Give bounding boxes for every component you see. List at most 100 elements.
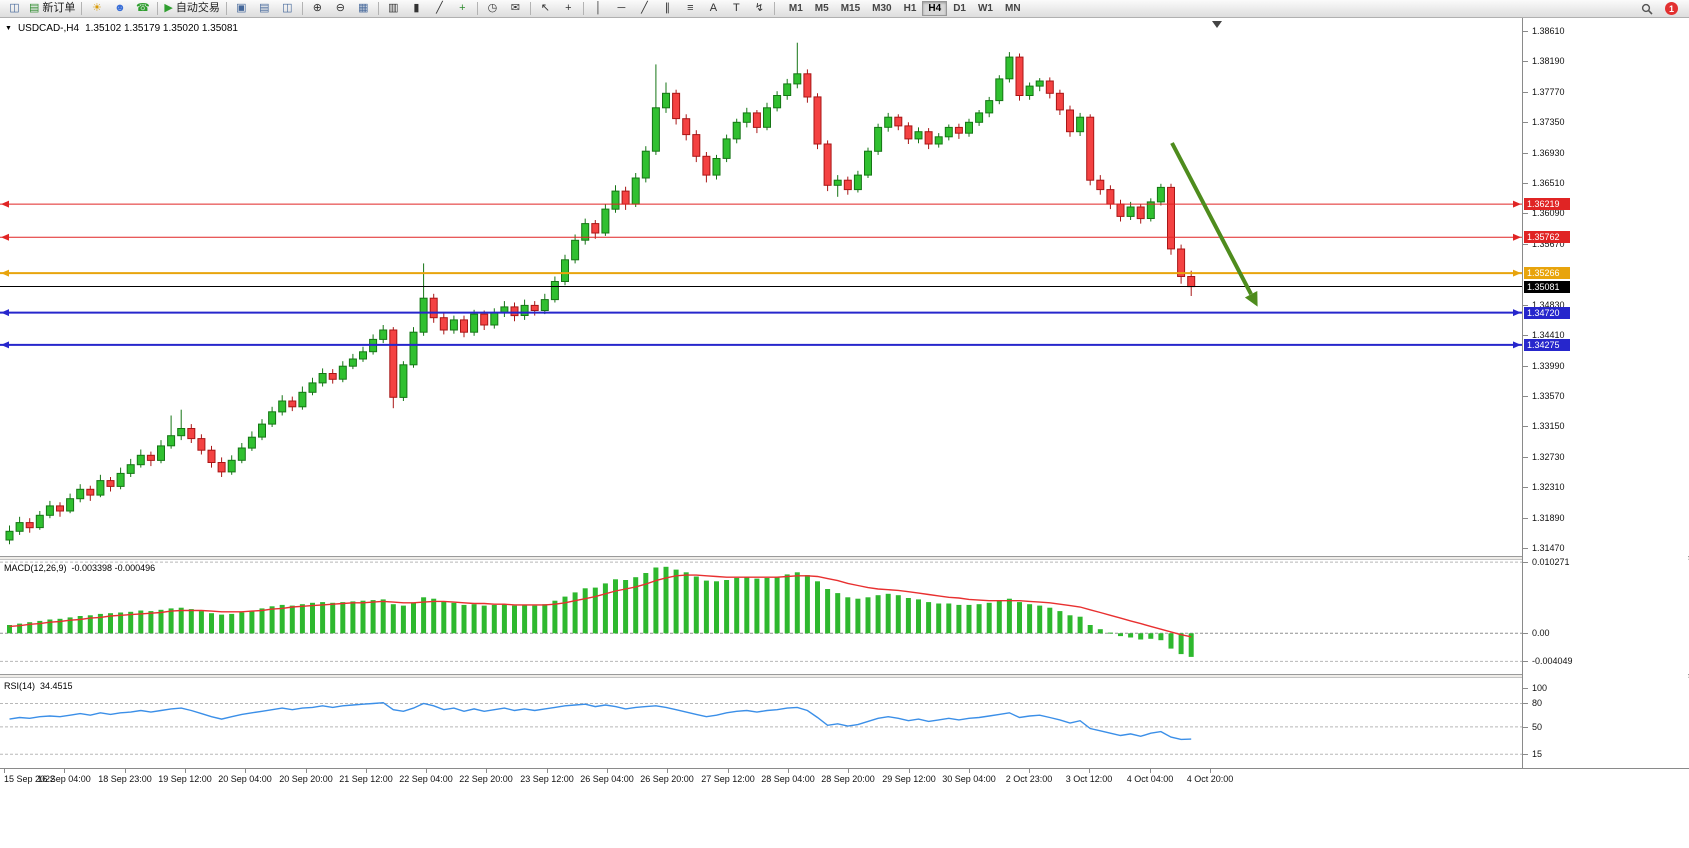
macd-histogram-bar: [1087, 625, 1093, 634]
rsi-panel[interactable]: [0, 678, 1522, 768]
tile-horizontal-button[interactable]: ▤: [253, 0, 276, 18]
add-indicator-icon: +: [459, 2, 466, 14]
chart-window: ▼ USDCAD-,H4 1.35102 1.35179 1.35020 1.3…: [0, 18, 1689, 791]
price-axis[interactable]: 1.36219 1.35762 1.35266 1.35081 1.34720 1.342…: [1522, 18, 1688, 768]
timeframe-m5[interactable]: M5: [814, 3, 829, 14]
macd-histogram-bar: [996, 600, 1002, 634]
candle: [1076, 116, 1085, 133]
candle: [1156, 186, 1165, 203]
level-right-arrow-icon: [1513, 309, 1521, 317]
profile-button[interactable]: ☻: [108, 0, 131, 18]
main-price-chart[interactable]: [0, 18, 1522, 556]
candle: [460, 319, 468, 333]
candlestick-chart-button[interactable]: ▮: [405, 0, 428, 18]
mail-button[interactable]: ✉: [504, 0, 527, 18]
candle: [581, 223, 590, 241]
time-axis-label: 19 Sep 12:00: [158, 774, 212, 784]
favorites-button[interactable]: ☀: [85, 0, 108, 18]
trend-arrow-annotation[interactable]: [1170, 142, 1253, 296]
timeframe-m1[interactable]: M1: [788, 3, 803, 14]
support-button[interactable]: ☎: [131, 0, 154, 18]
cascade-windows-button[interactable]: ▣: [230, 0, 253, 18]
macd-histogram-bar: [562, 596, 568, 634]
autotrade-button[interactable]: ▶ 自动交易: [161, 0, 222, 18]
rsi-tick-label: 100: [1532, 683, 1548, 693]
macd-name-label: MACD(12,26,9): [4, 563, 67, 573]
candle: [288, 400, 297, 408]
horizontal-line-icon: ─: [617, 2, 626, 14]
time-tick: [547, 769, 548, 773]
macd-histogram-bar: [734, 577, 740, 634]
trendline-button[interactable]: ╱: [633, 0, 656, 18]
macd-histogram-bar: [380, 599, 386, 634]
time-tick: [1029, 769, 1030, 773]
candle: [621, 190, 630, 205]
vertical-line-button[interactable]: │: [587, 0, 610, 18]
tile-vertical-button[interactable]: ◫: [276, 0, 299, 18]
add-indicator-button[interactable]: +: [451, 0, 474, 18]
macd-histogram-bar: [542, 604, 548, 634]
timeframe-m30[interactable]: M30: [872, 3, 892, 14]
crosshair-button[interactable]: +: [557, 0, 580, 18]
notification-badge[interactable]: 1: [1665, 2, 1678, 15]
macd-histogram-bar: [1188, 633, 1194, 657]
candle: [763, 107, 771, 128]
time-tick: [4, 769, 5, 773]
cascade-windows-icon: ▣: [236, 2, 247, 14]
line-chart-button[interactable]: ╱: [428, 0, 451, 18]
price-tick-label: 1.37770: [1532, 87, 1565, 97]
macd-histogram-bar: [643, 573, 649, 634]
label-button[interactable]: T: [725, 0, 748, 18]
price-tick-label: 1.38190: [1532, 56, 1565, 66]
text-button[interactable]: A: [702, 0, 725, 18]
price-tick-label: 1.33990: [1532, 361, 1565, 371]
candle: [651, 107, 660, 152]
time-tick: [64, 769, 65, 773]
macd-histogram-bar: [390, 604, 396, 634]
arrows-button[interactable]: ↯: [748, 0, 771, 18]
zoom-in-button[interactable]: ⊕: [306, 0, 329, 18]
channel-button[interactable]: ∥: [656, 0, 679, 18]
timeframe-m15[interactable]: M15: [840, 3, 861, 14]
candle: [712, 158, 721, 176]
search-button[interactable]: [1635, 0, 1658, 18]
timeframe-toolbar: M1 M5 M15 M30 H1 H4 D1 W1 MN: [783, 1, 1027, 16]
price-tick-label: 1.38610: [1532, 26, 1565, 36]
timeframe-h1[interactable]: H1: [903, 3, 917, 14]
bar-chart-button[interactable]: ▥: [382, 0, 405, 18]
panel-splitter-rsi[interactable]: [0, 674, 1689, 678]
tile-windows-button[interactable]: ▦: [352, 0, 375, 18]
timeframe-h4[interactable]: H4: [922, 1, 948, 16]
horizontal-line-button[interactable]: ─: [610, 0, 633, 18]
candle: [177, 428, 186, 437]
chart-shift-marker[interactable]: [1212, 21, 1222, 28]
symbol-dropdown-icon[interactable]: ▼: [5, 25, 12, 32]
price-tick-label: 1.36090: [1532, 208, 1565, 218]
cursor-button[interactable]: ↖: [534, 0, 557, 18]
macd-histogram-bar: [138, 610, 144, 634]
zoom-out-button[interactable]: ⊖: [329, 0, 352, 18]
candle: [379, 329, 388, 340]
panel-splitter-macd[interactable]: [0, 556, 1689, 560]
candle: [611, 190, 620, 210]
period-button[interactable]: ◷: [481, 0, 504, 18]
macd-histogram-bar: [774, 576, 780, 634]
timeframe-mn[interactable]: MN: [1004, 3, 1021, 14]
timeframe-d1[interactable]: D1: [953, 3, 966, 14]
macd-histogram-bar: [633, 577, 639, 634]
charts-menu-button[interactable]: ◫: [3, 0, 26, 18]
macd-histogram-bar: [885, 593, 891, 634]
macd-tick: [1523, 661, 1528, 662]
time-axis-label: 26 Sep 20:00: [640, 774, 694, 784]
macd-panel[interactable]: [0, 560, 1522, 674]
fibonacci-button[interactable]: ≡: [679, 0, 702, 18]
time-axis-label: 4 Oct 20:00: [1186, 774, 1234, 784]
price-level-box: 1.34720: [1524, 307, 1570, 319]
channel-icon: ∥: [664, 2, 671, 14]
time-axis-label: 22 Sep 04:00: [399, 774, 453, 784]
price-tick: [1523, 153, 1528, 154]
candle: [803, 73, 812, 98]
timeframe-w1[interactable]: W1: [977, 3, 993, 14]
time-axis[interactable]: 15 Sep 2022 16 Sep 04:00 18 Sep 23:00 19 Se…: [0, 768, 1689, 791]
new-order-button[interactable]: ▤ 新订单: [26, 0, 78, 18]
